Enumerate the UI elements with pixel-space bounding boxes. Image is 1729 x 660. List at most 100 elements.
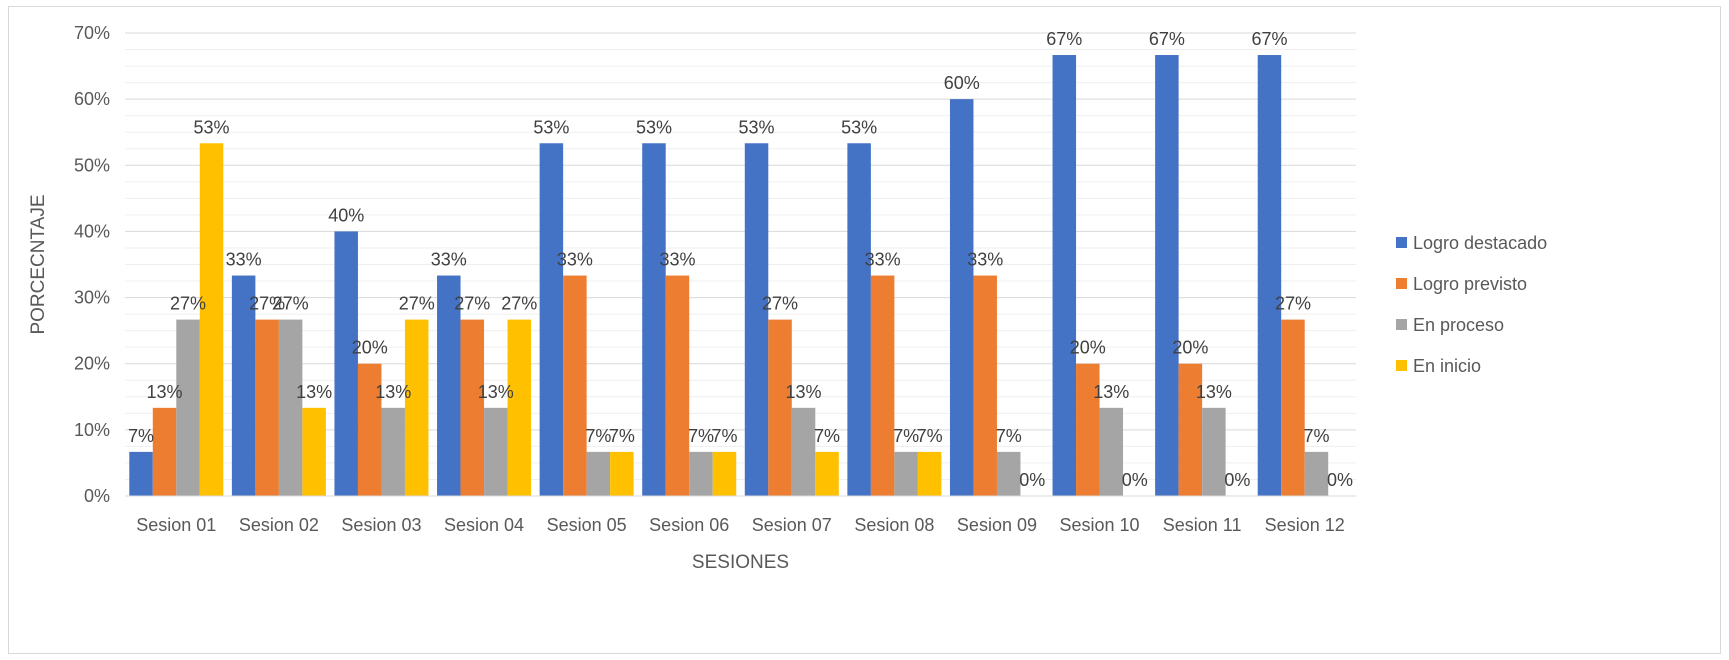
data-label: 0%	[1327, 470, 1353, 490]
data-label: 7%	[585, 426, 611, 446]
x-tick-label: Sesion 04	[444, 515, 524, 535]
y-tick-label: 0%	[84, 486, 110, 506]
bar-logro-previsto	[460, 319, 485, 496]
x-axis-ticks: Sesion 01 Sesion 02 Sesion 03 Sesion 04 Sesi…	[136, 515, 1344, 535]
legend-swatch	[1396, 237, 1407, 248]
y-axis-title: PORCECNTAJE	[28, 194, 49, 334]
data-label: 7%	[609, 426, 635, 446]
bar-logro-destacado	[744, 143, 769, 497]
bar-logro-destacado	[847, 143, 871, 497]
bar-en-inicio	[917, 451, 942, 496]
data-label: 13%	[296, 382, 332, 402]
y-tick-label: 50%	[74, 155, 110, 175]
data-label: 7%	[893, 426, 919, 446]
data-label: 7%	[917, 426, 943, 446]
data-label: 27%	[762, 294, 798, 314]
bar-en-proceso	[1304, 451, 1329, 496]
legend-label: En inicio	[1413, 356, 1481, 376]
bar-en-inicio	[507, 319, 532, 496]
bar-logro-destacado	[642, 143, 666, 497]
bar-en-inicio	[199, 143, 224, 497]
data-label: 13%	[1196, 382, 1232, 402]
bar-logro-destacado	[334, 231, 358, 496]
bar-en-inicio	[712, 451, 737, 496]
gridlines	[125, 32, 1356, 480]
data-label: 0%	[1019, 470, 1045, 490]
bar-logro-previsto	[255, 319, 279, 496]
data-labels: 7%13%27%53%33%27%27%13%40%20%13%27%33%27…	[128, 29, 1353, 490]
x-tick-label: Sesion 01	[136, 515, 216, 535]
data-label: 53%	[841, 117, 877, 137]
data-label: 53%	[194, 117, 230, 137]
data-label: 20%	[1070, 338, 1106, 358]
y-tick-label: 40%	[74, 221, 110, 241]
y-axis-ticks: 0% 10% 20% 30% 40% 50% 60% 70%	[74, 23, 110, 506]
legend-label: Logro previsto	[1413, 274, 1527, 294]
bar-logro-previsto	[152, 407, 177, 496]
bar-en-proceso	[586, 451, 611, 496]
data-label: 0%	[1224, 470, 1250, 490]
data-label: 60%	[944, 73, 980, 93]
bar-logro-previsto	[665, 275, 690, 496]
data-label: 13%	[375, 382, 411, 402]
bar-en-inicio	[302, 407, 326, 496]
data-label: 33%	[967, 250, 1003, 270]
x-tick-label: Sesion 06	[649, 515, 729, 535]
data-label: 13%	[478, 382, 514, 402]
x-axis-title: SESIONES	[692, 552, 789, 573]
bar-logro-previsto	[973, 275, 997, 496]
data-label: 7%	[1303, 426, 1329, 446]
bar-en-proceso	[484, 407, 508, 496]
bar-en-proceso	[689, 451, 713, 496]
x-tick-label: Sesion 12	[1265, 515, 1345, 535]
data-label: 20%	[352, 338, 388, 358]
bar-en-inicio	[815, 451, 839, 496]
bar-en-proceso	[791, 407, 816, 496]
bar-logro-destacado	[129, 451, 153, 496]
bar-logro-previsto	[870, 275, 895, 496]
x-tick-label: Sesion 03	[341, 515, 421, 535]
data-label: 0%	[1122, 470, 1148, 490]
bar-logro-destacado	[949, 99, 974, 497]
data-label: 27%	[1275, 294, 1311, 314]
legend: Logro destacado Logro previsto En proceso E…	[1396, 233, 1547, 376]
bar-logro-destacado	[539, 143, 564, 497]
data-label: 13%	[147, 382, 183, 402]
x-tick-label: Sesion 11	[1163, 515, 1242, 535]
legend-label: En proceso	[1413, 315, 1504, 335]
data-label: 53%	[636, 117, 672, 137]
data-label: 27%	[273, 294, 309, 314]
x-tick-label: Sesion 07	[752, 515, 832, 535]
x-tick-label: Sesion 10	[1060, 515, 1140, 535]
legend-swatch	[1396, 360, 1407, 371]
bar-logro-previsto	[563, 275, 587, 496]
data-label: 53%	[533, 117, 569, 137]
bar-en-proceso	[894, 451, 918, 496]
data-label: 67%	[1149, 29, 1185, 49]
y-tick-label: 70%	[74, 23, 110, 43]
legend-label: Logro destacado	[1413, 233, 1547, 253]
data-label: 33%	[226, 250, 262, 270]
legend-swatch	[1396, 319, 1407, 330]
bar-en-proceso	[381, 407, 405, 496]
x-tick-label: Sesion 02	[239, 515, 319, 535]
bar-en-inicio	[404, 319, 429, 496]
data-label: 7%	[814, 426, 840, 446]
data-label: 20%	[1172, 338, 1208, 358]
bar-logro-destacado	[231, 275, 256, 496]
y-tick-label: 60%	[74, 89, 110, 109]
bar-en-proceso	[1202, 407, 1226, 496]
bar-en-proceso	[1099, 407, 1124, 496]
bar-logro-destacado	[1155, 55, 1179, 496]
bar-logro-destacado	[437, 275, 461, 496]
data-label: 33%	[431, 250, 467, 270]
data-label: 27%	[170, 294, 206, 314]
x-tick-label: Sesion 09	[957, 515, 1037, 535]
bar-logro-previsto	[1076, 363, 1100, 496]
bar-en-inicio	[610, 451, 634, 496]
bar-logro-previsto	[1281, 319, 1305, 496]
bar-logro-destacado	[1052, 55, 1077, 496]
data-label: 40%	[328, 205, 364, 225]
data-label: 33%	[557, 250, 593, 270]
